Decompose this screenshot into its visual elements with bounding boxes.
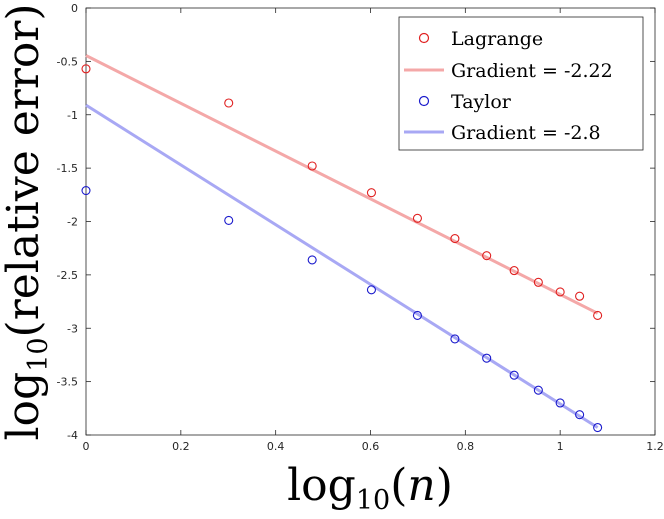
legend-label: Gradient = -2.22: [451, 60, 613, 82]
data-point-lagrange: [307, 161, 317, 171]
data-point-taylor: [509, 370, 519, 380]
y-tick-label: -3: [67, 322, 78, 335]
legend-label: Taylor: [451, 91, 512, 113]
x-axis-label-sub: 10: [356, 485, 390, 516]
x-tick-label: 1: [557, 440, 564, 453]
legend-label: Lagrange: [451, 28, 543, 50]
data-point-lagrange: [366, 188, 376, 198]
data-point-taylor: [593, 422, 603, 433]
data-point-lagrange: [482, 251, 492, 261]
data-point-lagrange: [593, 310, 603, 320]
data-point-taylor: [412, 310, 422, 320]
x-tick-label: 0: [83, 440, 90, 453]
x-axis-label-log: log: [287, 460, 356, 511]
y-axis-label-rest: (relative error): [0, 3, 49, 337]
y-axis-label: log10(relative error): [0, 3, 54, 440]
data-point-lagrange: [509, 266, 519, 276]
legend-marker-taylor: [418, 95, 430, 107]
y-tick-label: -2.5: [57, 269, 78, 282]
data-point-lagrange: [412, 213, 422, 223]
fit-line-gradient-2-8: [85, 103, 599, 429]
y-tick-label: -1.5: [57, 162, 78, 175]
data-point-lagrange: [224, 98, 234, 108]
x-tick-label: 0.4: [267, 440, 285, 453]
legend-box: [398, 16, 644, 151]
y-tick-label: -0.5: [57, 55, 78, 68]
x-tick-label: 0.2: [172, 440, 190, 453]
legend-label: Gradient = -2.8: [451, 122, 601, 144]
data-point-lagrange: [533, 277, 543, 287]
data-point-taylor: [81, 185, 91, 196]
data-point-lagrange: [555, 287, 565, 297]
data-point-taylor: [307, 255, 317, 265]
data-point-taylor: [450, 334, 460, 344]
data-point-taylor: [366, 285, 376, 295]
data-point-taylor: [555, 398, 565, 408]
y-axis-label-sub: 10: [23, 337, 54, 371]
x-axis-label-open: (: [390, 460, 407, 511]
legend-marker-lagrange: [418, 32, 430, 44]
data-point-taylor: [575, 410, 585, 420]
y-axis-label-log: log: [0, 372, 49, 441]
data-point-taylor: [482, 353, 492, 363]
data-point-lagrange: [81, 64, 91, 74]
y-tick-label: -4: [67, 429, 78, 442]
x-tick-label: 0.6: [362, 440, 380, 453]
fit-line-gradient-2-22: [85, 54, 599, 315]
y-tick-label: -3.5: [57, 376, 78, 389]
data-point-taylor: [533, 385, 543, 395]
x-axis-label: log10(n): [287, 460, 453, 516]
y-tick-label: 0: [71, 2, 78, 15]
y-tick-label: -2: [67, 216, 78, 229]
x-tick-label: 0.8: [457, 440, 475, 453]
x-axis-label-close: ): [436, 460, 453, 511]
x-axis-label-var: n: [407, 460, 435, 511]
legend: Lagrange Gradient = -2.22 Taylor Gradient =…: [398, 16, 644, 151]
data-point-lagrange: [450, 234, 460, 244]
x-tick-label: 1.2: [646, 440, 664, 453]
data-point-lagrange: [575, 291, 585, 301]
y-tick-label: -1: [67, 109, 78, 122]
data-point-taylor: [224, 215, 234, 225]
